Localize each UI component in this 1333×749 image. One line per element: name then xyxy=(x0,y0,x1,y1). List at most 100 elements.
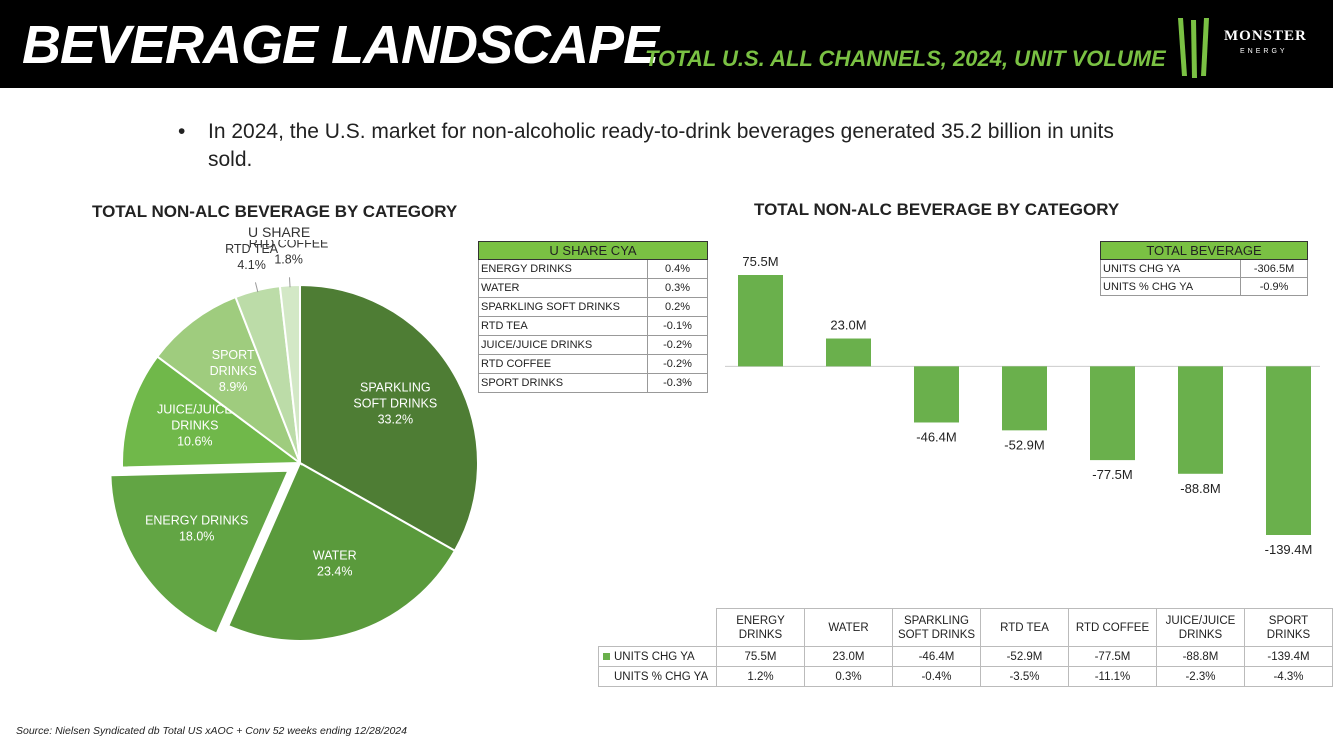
bar-label-4: -77.5M xyxy=(1092,467,1132,482)
table-row: UNITS % CHG YA -0.9% xyxy=(1099,277,1308,296)
table-row: RTD TEA -0.1% xyxy=(478,316,708,336)
bar-label-2: -46.4M xyxy=(916,429,956,444)
table-cell: 75.5M xyxy=(716,646,805,667)
table-cell: 23.0M xyxy=(804,646,893,667)
column-header: SPORT DRINKS xyxy=(1244,608,1333,647)
bar-label-0: 75.5M xyxy=(742,254,778,269)
table-cell: -3.5% xyxy=(980,666,1069,687)
table-cell: -11.1% xyxy=(1068,666,1157,687)
table-cell: -46.4M xyxy=(892,646,981,667)
table-row: SPARKLING SOFT DRINKS 0.2% xyxy=(478,297,708,317)
pie-label-5: RTD TEA 4.1% xyxy=(225,242,279,272)
column-header: RTD TEA xyxy=(980,608,1069,647)
column-header: ENERGY DRINKS xyxy=(716,608,805,647)
share-label: SPARKLING SOFT DRINKS xyxy=(478,297,648,317)
table-row: UNITS CHG YA -306.5M xyxy=(1099,259,1308,278)
share-value: 0.2% xyxy=(647,297,708,317)
bar-3 xyxy=(1002,366,1047,431)
share-value: 0.4% xyxy=(647,259,708,279)
table-cell: -2.3% xyxy=(1156,666,1245,687)
share-cya-table: U SHARE CYA ENERGY DRINKS 0.4% WATER 0.3% SP… xyxy=(478,241,708,393)
share-label: ENERGY DRINKS xyxy=(478,259,648,279)
share-value: 0.3% xyxy=(647,278,708,298)
pie-label-1: WATER 23.4% xyxy=(313,549,357,579)
bar-chart: 75.5M 23.0M -46.4M -52.9M -77.5M -88.8M -139.4… xyxy=(725,254,1320,557)
table-cell: -77.5M xyxy=(1068,646,1157,667)
pie-chart-subtitle: U SHARE xyxy=(248,224,311,240)
bar-data-table: ENERGY DRINKS WATER SPARKLING SOFT DRINKS R… xyxy=(598,608,1333,687)
bar-label-1: 23.0M xyxy=(830,318,866,333)
pie-slice-3 xyxy=(121,355,303,469)
table-row: UNITS % CHG YA 1.2% 0.3% -0.4% -3.5% -11.1% -… xyxy=(598,666,1333,687)
logo-text: MONSTER xyxy=(1224,28,1307,44)
bar-4 xyxy=(1090,366,1135,461)
row-label: UNITS CHG YA xyxy=(614,650,695,663)
pie-label-6: RTD COFFEE 1.8% xyxy=(249,240,329,266)
table-cell: -88.8M xyxy=(1156,646,1245,667)
row-header-units-chg: UNITS CHG YA xyxy=(598,646,717,667)
column-header: SPARKLING SOFT DRINKS xyxy=(892,608,981,647)
bar-chart-title: TOTAL NON-ALC BEVERAGE BY CATEGORY xyxy=(754,200,1120,219)
table-cell: -4.3% xyxy=(1244,666,1333,687)
legend-swatch xyxy=(603,652,610,660)
bar-0 xyxy=(738,275,783,367)
total-beverage-table: TOTAL BEVERAGE UNITS CHG YA -306.5M UNITS … xyxy=(1099,241,1308,296)
row-header-units-pct-chg: UNITS % CHG YA xyxy=(598,666,717,687)
source-note: Source: Nielsen Syndicated db Total US x… xyxy=(16,725,407,737)
row-label: UNITS % CHG YA xyxy=(614,670,709,683)
total-table-header: TOTAL BEVERAGE xyxy=(1100,241,1308,260)
pie-chart: SPARKLING SOFT DRINKS 33.2% WATER 23.4% ENERG… xyxy=(109,240,479,642)
pie-leader-5 xyxy=(254,282,259,293)
table-row: ENERGY DRINKS 0.4% xyxy=(478,259,708,279)
bar-6 xyxy=(1266,366,1311,535)
bar-label-3: -52.9M xyxy=(1004,437,1044,452)
total-label: UNITS CHG YA xyxy=(1099,259,1242,278)
header-bar: BEVERAGE LANDSCAPE TOTAL U.S. ALL CHANNE… xyxy=(0,0,1333,88)
monster-logo: MONSTER ENERGY xyxy=(1170,10,1320,80)
share-label: SPORT DRINKS xyxy=(478,373,648,393)
logo-subtext: ENERGY xyxy=(1240,48,1288,55)
table-row: JUICE/JUICE DRINKS -0.2% xyxy=(478,335,708,355)
share-value: -0.2% xyxy=(647,354,708,374)
table-row: RTD COFFEE -0.2% xyxy=(478,354,708,374)
table-cell: -0.4% xyxy=(892,666,981,687)
bar-label-6: -139.4M xyxy=(1265,542,1313,557)
column-header: RTD COFFEE xyxy=(1068,608,1157,647)
column-header: JUICE/JUICE DRINKS xyxy=(1156,608,1245,647)
share-label: JUICE/JUICE DRINKS xyxy=(478,335,648,355)
table-cell: 0.3% xyxy=(804,666,893,687)
bullet-symbol: • xyxy=(178,120,186,143)
bar-5 xyxy=(1178,366,1223,474)
share-value: -0.3% xyxy=(647,373,708,393)
share-label: RTD COFFEE xyxy=(478,354,648,374)
pie-slice-0 xyxy=(299,283,479,553)
table-row: WATER 0.3% xyxy=(478,278,708,298)
table-row: UNITS CHG YA 75.5M 23.0M -46.4M -52.9M -77.5… xyxy=(598,646,1333,667)
page-subtitle: TOTAL U.S. ALL CHANNELS, 2024, UNIT VOLU… xyxy=(645,46,1166,71)
pie-slice-1 xyxy=(226,461,457,642)
share-value: -0.2% xyxy=(647,335,708,355)
table-corner xyxy=(599,609,717,647)
column-header: WATER xyxy=(804,608,893,647)
table-cell: -52.9M xyxy=(980,646,1069,667)
share-label: WATER xyxy=(478,278,648,298)
pie-leader-6 xyxy=(288,277,291,288)
share-table-header: U SHARE CYA xyxy=(478,241,708,260)
total-label: UNITS % CHG YA xyxy=(1099,277,1242,296)
summary-text: In 2024, the U.S. market for non-alcohol… xyxy=(208,120,1114,171)
page-title: BEVERAGE LANDSCAPE xyxy=(22,15,659,75)
pie-label-4: SPORT DRINKS 8.9% xyxy=(210,348,257,394)
pie-chart-title: TOTAL NON-ALC BEVERAGE BY CATEGORY xyxy=(92,202,458,221)
share-value: -0.1% xyxy=(647,316,708,336)
pie-label-2: ENERGY DRINKS 18.0% xyxy=(145,513,248,543)
pie-slice-4 xyxy=(155,295,303,466)
pie-label-0: SPARKLING SOFT DRINKS 33.2% xyxy=(353,380,437,426)
share-label: RTD TEA xyxy=(478,316,648,336)
table-row: SPORT DRINKS -0.3% xyxy=(478,373,708,393)
table-cell: 1.2% xyxy=(716,666,805,687)
total-value: -0.9% xyxy=(1240,277,1308,296)
table-cell: -139.4M xyxy=(1244,646,1333,667)
total-value: -306.5M xyxy=(1240,259,1308,278)
bar-label-5: -88.8M xyxy=(1180,481,1220,496)
claw-icon xyxy=(1178,18,1209,78)
